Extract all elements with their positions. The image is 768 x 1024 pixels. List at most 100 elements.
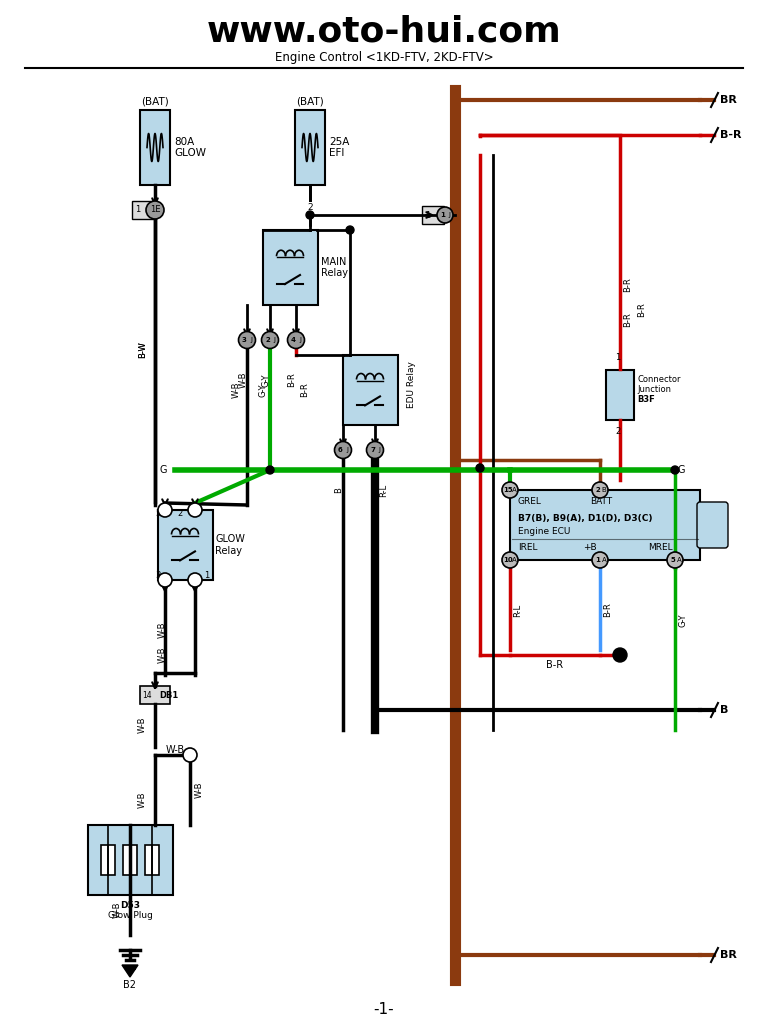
Text: R-L: R-L (513, 603, 522, 616)
Text: B7(B), B9(A), D1(D), D3(C): B7(B), B9(A), D1(D), D3(C) (518, 514, 653, 523)
Text: 1: 1 (425, 211, 431, 219)
FancyBboxPatch shape (606, 370, 634, 420)
Text: W-B: W-B (239, 372, 247, 388)
Text: W-B: W-B (158, 647, 167, 664)
Text: B2: B2 (124, 980, 137, 990)
Circle shape (158, 503, 172, 517)
FancyBboxPatch shape (263, 230, 317, 305)
Circle shape (437, 207, 453, 223)
Text: (BAT): (BAT) (141, 97, 169, 106)
Text: A: A (511, 487, 516, 493)
FancyBboxPatch shape (140, 110, 170, 185)
Text: B-W: B-W (138, 342, 147, 358)
Text: BR: BR (720, 950, 737, 961)
FancyBboxPatch shape (140, 686, 170, 705)
FancyBboxPatch shape (88, 825, 173, 895)
Text: B-R: B-R (547, 660, 564, 670)
FancyBboxPatch shape (101, 845, 115, 874)
Text: R-L: R-L (379, 483, 388, 497)
Circle shape (261, 332, 279, 348)
FancyBboxPatch shape (422, 206, 444, 224)
Circle shape (502, 482, 518, 498)
Circle shape (146, 201, 164, 219)
Circle shape (306, 211, 314, 219)
Text: J: J (300, 337, 301, 343)
Text: 80A
GLOW: 80A GLOW (174, 136, 206, 159)
Text: B3F: B3F (637, 395, 655, 404)
Text: G-Y: G-Y (258, 383, 267, 396)
Text: G-Y: G-Y (261, 374, 270, 387)
Circle shape (239, 332, 256, 348)
Text: A: A (511, 557, 516, 563)
Circle shape (266, 466, 274, 474)
Text: 1: 1 (440, 212, 445, 218)
Polygon shape (122, 965, 138, 977)
Text: Engine Control <1KD-FTV, 2KD-FTV>: Engine Control <1KD-FTV, 2KD-FTV> (275, 51, 493, 65)
Text: B-W: B-W (138, 342, 147, 358)
Text: BATT: BATT (590, 498, 612, 507)
Circle shape (188, 503, 202, 517)
Text: W-B: W-B (138, 792, 147, 808)
Text: B-R: B-R (603, 603, 612, 617)
Text: 2: 2 (615, 427, 621, 436)
Circle shape (671, 466, 679, 474)
Text: 25A
EFI: 25A EFI (329, 136, 349, 159)
Circle shape (188, 573, 202, 587)
Text: 1: 1 (204, 571, 210, 581)
Text: -1-: -1- (374, 1002, 394, 1018)
Text: G: G (160, 465, 167, 475)
Text: (BAT): (BAT) (296, 97, 324, 106)
Text: 1: 1 (615, 353, 621, 362)
Text: 4: 4 (291, 337, 296, 343)
Text: B-R: B-R (623, 278, 632, 293)
Text: 2: 2 (307, 203, 313, 212)
Text: Junction: Junction (637, 385, 671, 394)
Text: BR: BR (720, 95, 737, 105)
Text: 1: 1 (595, 557, 600, 563)
Text: 3: 3 (242, 337, 247, 343)
Text: B: B (720, 705, 728, 715)
Text: DB1: DB1 (159, 690, 178, 699)
Text: 3: 3 (155, 571, 161, 581)
Text: B-R: B-R (300, 383, 309, 397)
FancyBboxPatch shape (132, 201, 154, 219)
Text: 15: 15 (503, 487, 512, 493)
Text: IREL: IREL (518, 543, 538, 552)
Text: 1: 1 (135, 206, 141, 214)
Text: W-B: W-B (166, 745, 185, 755)
FancyBboxPatch shape (123, 845, 137, 874)
Circle shape (287, 332, 304, 348)
Circle shape (502, 552, 518, 568)
Text: B: B (335, 487, 343, 493)
Text: B-R: B-R (623, 312, 632, 328)
Text: GREL: GREL (518, 498, 542, 507)
Text: J: J (379, 447, 380, 453)
FancyBboxPatch shape (697, 502, 728, 548)
Circle shape (366, 441, 383, 459)
Circle shape (592, 482, 608, 498)
Text: B: B (601, 487, 607, 493)
Text: W-B: W-B (113, 902, 122, 919)
FancyBboxPatch shape (343, 355, 398, 425)
Text: 7: 7 (370, 447, 375, 453)
FancyBboxPatch shape (295, 110, 325, 185)
Text: A: A (601, 557, 607, 563)
FancyBboxPatch shape (157, 510, 213, 580)
FancyBboxPatch shape (145, 845, 159, 874)
Circle shape (158, 573, 172, 587)
Circle shape (335, 441, 352, 459)
Text: A: A (677, 557, 681, 563)
Text: Connector: Connector (637, 376, 680, 384)
Text: B-R: B-R (637, 303, 646, 317)
Text: EDU Relay: EDU Relay (408, 361, 416, 409)
Text: W-B: W-B (195, 781, 204, 799)
Text: J: J (448, 212, 450, 218)
Text: J: J (273, 337, 275, 343)
Text: +B: +B (583, 543, 597, 552)
Circle shape (183, 748, 197, 762)
Text: 5: 5 (155, 510, 161, 518)
FancyBboxPatch shape (510, 490, 700, 560)
Circle shape (476, 464, 484, 472)
Text: 2: 2 (265, 337, 270, 343)
Text: W-B: W-B (138, 717, 147, 733)
